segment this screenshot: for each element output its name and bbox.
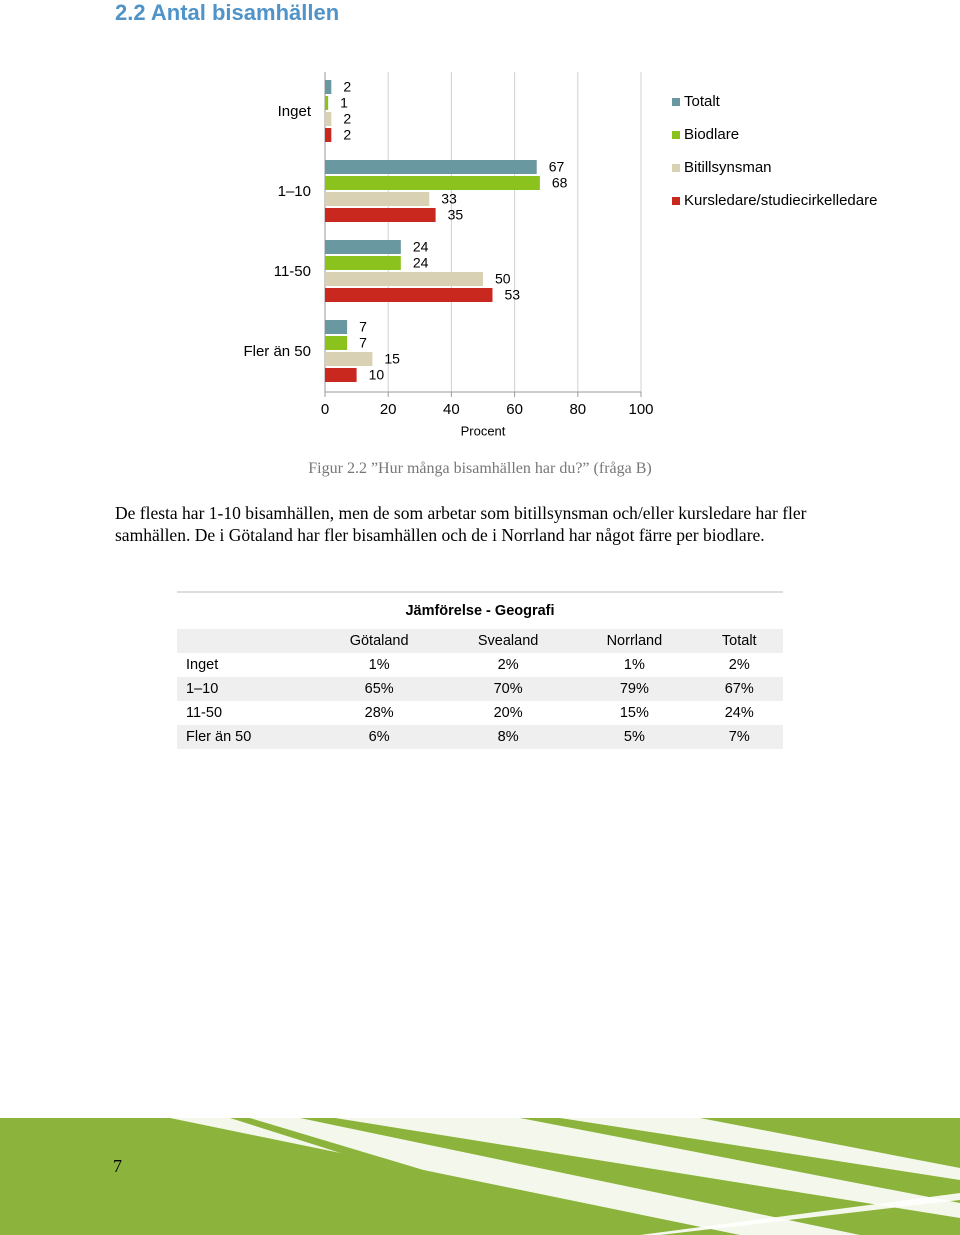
value-label: 10 — [369, 367, 385, 383]
legend-swatch — [672, 197, 680, 205]
x-tick-label: 20 — [380, 401, 397, 418]
bar — [325, 240, 401, 254]
table-cell: 1–10 — [177, 677, 316, 701]
value-label: 67 — [549, 159, 565, 175]
table-row: Götaland Svealand Norrland Totalt — [177, 629, 783, 653]
table-cell: 67% — [695, 677, 783, 701]
table-row: Inget 1% 2% 1% 2% — [177, 653, 783, 677]
table-cell: 2% — [728, 657, 750, 673]
bar — [325, 176, 540, 190]
table-row: 1–10 65% 70% 79% 67% — [177, 677, 783, 701]
value-label: 15 — [384, 351, 400, 367]
bar — [325, 352, 373, 366]
value-label: 1 — [340, 95, 348, 111]
bar — [325, 96, 329, 110]
bar — [325, 256, 401, 270]
table: Jämförelse - Geografi Götaland Svealand Nor… — [177, 591, 783, 749]
value-label: 33 — [441, 191, 457, 207]
bar — [325, 112, 332, 126]
x-tick-label: 80 — [569, 401, 586, 418]
table-cell: Svealand — [442, 629, 574, 653]
table-cell: 24% — [724, 705, 754, 721]
table-cell: 20% — [493, 705, 523, 721]
value-label: 7 — [359, 335, 367, 351]
value-label: 35 — [448, 207, 464, 223]
caption: Figur 2.2 ”Hur många bisamhällen har du?… — [308, 460, 652, 477]
table-cell: Inget — [186, 657, 219, 673]
table-cell: 70% — [442, 677, 574, 701]
table-cell: 11-50 — [186, 705, 223, 721]
table-cell: 28% — [364, 705, 394, 721]
table-cell: 8% — [442, 725, 574, 749]
bar — [325, 272, 483, 286]
y-tick-label: 1–10 — [278, 183, 311, 200]
bar — [325, 192, 430, 206]
y-tick-label: Inget — [278, 103, 312, 120]
legend-swatch — [672, 98, 680, 106]
table-cell: 1% — [368, 657, 390, 673]
table-cell — [177, 629, 316, 653]
bar — [325, 160, 537, 174]
bar — [325, 336, 348, 350]
x-tick-label: 40 — [443, 401, 460, 418]
table-cell: 7% — [695, 725, 783, 749]
table-row: Jämförelse - Geografi — [177, 591, 783, 629]
y-tick-label: Fler än 50 — [243, 343, 311, 360]
table-cell: 6% — [315, 725, 443, 749]
table-cell: 1% — [623, 657, 645, 673]
legend-label: Totalt — [684, 93, 721, 110]
table-row: Fler än 50 6% 8% 5% 7% — [177, 725, 783, 749]
value-label: 7 — [359, 319, 367, 335]
bar — [325, 128, 332, 142]
x-tick-label: 100 — [628, 401, 653, 418]
table-cell: Norrland — [573, 629, 696, 653]
bar — [325, 208, 436, 222]
table-cell: 5% — [573, 725, 696, 749]
y-tick-label: 11-50 — [274, 263, 311, 280]
table-cell: 2% — [497, 657, 519, 673]
heading: 2.2 Antal bisamhällen — [115, 0, 340, 25]
bar — [325, 320, 348, 334]
x-tick-label: 60 — [506, 401, 523, 418]
legend-swatch — [672, 131, 680, 139]
table-cell: Fler än 50 — [177, 725, 316, 749]
table-cell: 79% — [573, 677, 696, 701]
value-label: 50 — [495, 271, 511, 287]
chart: 0 20 40 60 80 100ProcentInget21221–1067683335… — [243, 72, 877, 438]
table-cell: 15% — [619, 705, 649, 721]
value-label: 2 — [343, 111, 351, 127]
x-tick-label: 0 — [321, 401, 329, 418]
table-cell: Jämförelse - Geografi — [177, 591, 783, 629]
table-cell: Götaland — [315, 629, 443, 653]
page-number: 7 — [113, 1156, 122, 1176]
paragraph: De flesta har 1-10 bisamhällen, men de s… — [115, 503, 807, 545]
legend-swatch — [672, 164, 680, 172]
legend-label: Bitillsynsman — [684, 159, 772, 176]
value-label: 53 — [504, 287, 520, 303]
bar — [325, 288, 493, 302]
value-label: 2 — [343, 127, 351, 143]
value-label: 24 — [413, 239, 429, 255]
table-cell: 65% — [315, 677, 443, 701]
bar — [325, 80, 332, 94]
footer — [0, 1118, 960, 1235]
table-row: 11-50 28% 20% 15% 24% — [177, 701, 783, 725]
value-label: 24 — [413, 255, 429, 271]
table-cell: Totalt — [695, 629, 783, 653]
legend-label: Kursledare/studiecirkelledare — [684, 192, 877, 209]
value-label: 2 — [343, 79, 351, 95]
bar — [325, 368, 357, 382]
value-label: 68 — [552, 175, 568, 191]
legend-label: Biodlare — [684, 126, 739, 143]
x-axis-label: Procent — [461, 423, 506, 438]
